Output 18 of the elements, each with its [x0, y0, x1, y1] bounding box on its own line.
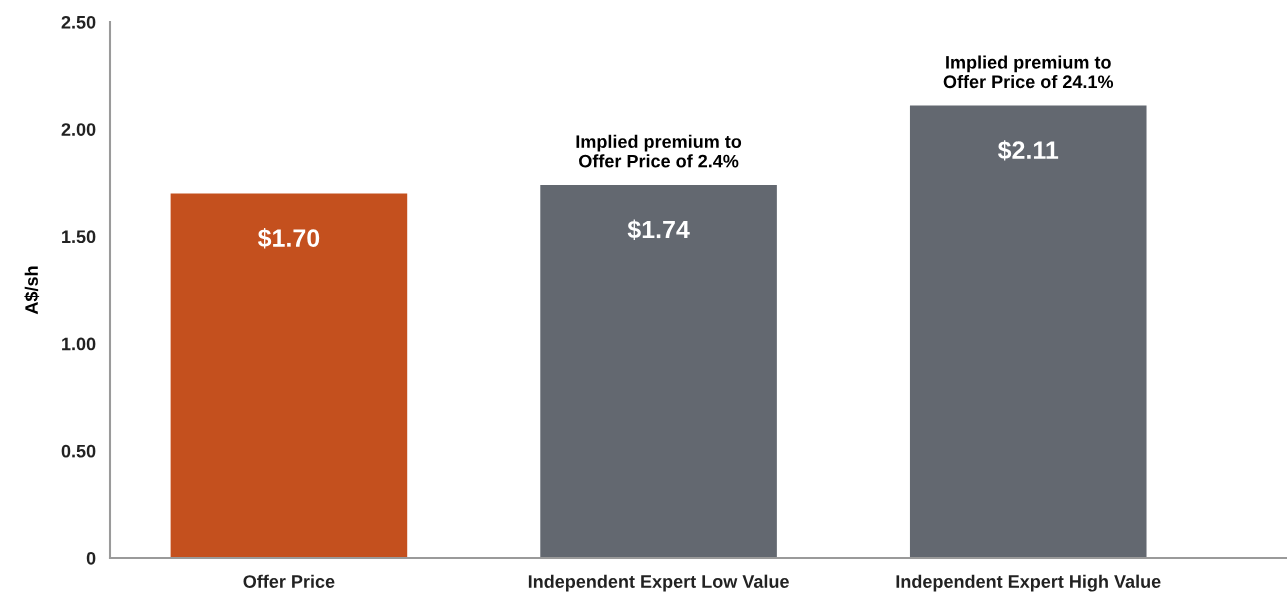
data-label: $1.70: [257, 228, 320, 249]
data-label: $1.74: [627, 219, 690, 240]
annotation: Implied premium to Offer Price of 24.1%: [943, 55, 1114, 89]
y-tick-label: 0.50: [61, 444, 96, 458]
y-tick-label: 0: [86, 551, 96, 565]
bar: [909, 105, 1147, 558]
y-tick-label: 1.00: [62, 337, 96, 351]
data-label: $2.11: [997, 140, 1059, 161]
x-tick-label: Independent Expert Low Value: [528, 574, 789, 592]
annotation: Implied premium to Offer Price of 2.4%: [576, 134, 742, 168]
bar: [540, 184, 777, 558]
x-tick-label: Independent Expert High Value: [896, 574, 1161, 592]
x-tick-label: Offer Price: [243, 574, 335, 588]
y-axis-title: A$/sh: [24, 266, 40, 315]
y-tick-label: 2.50: [61, 15, 96, 29]
bar: [170, 193, 408, 558]
y-tick-label: 2.00: [61, 123, 96, 136]
y-tick-label: 1.50: [62, 230, 96, 244]
